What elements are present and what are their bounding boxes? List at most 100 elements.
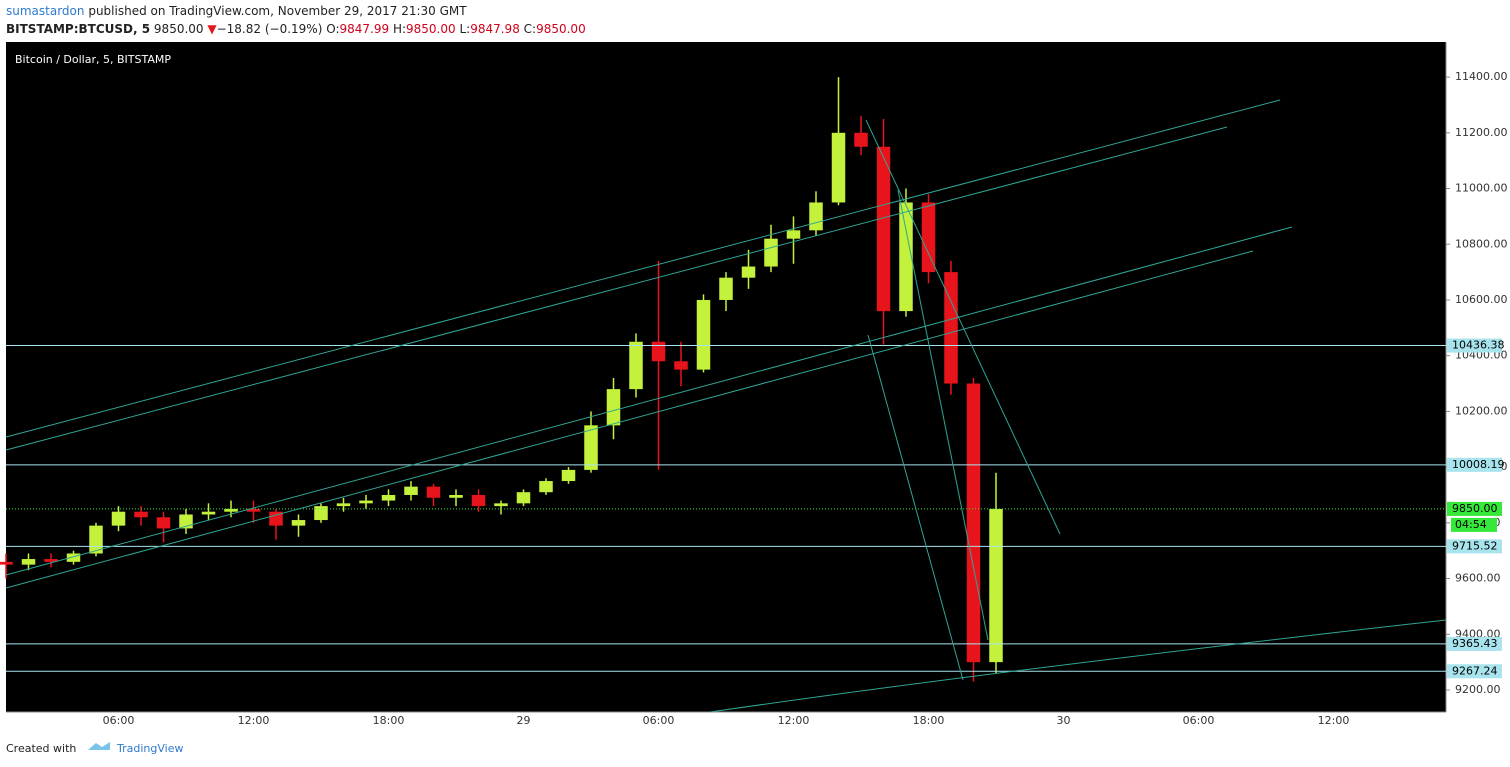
l-label: L: — [459, 22, 470, 36]
price-level-label: 9267.24 — [1452, 664, 1498, 677]
price-level-label: 9715.52 — [1452, 539, 1498, 552]
footer-created: Created with — [6, 742, 76, 755]
price-level-box — [1447, 664, 1502, 679]
price-level-label: 10436.38 — [1452, 339, 1505, 352]
price-level-box — [1447, 457, 1502, 472]
symbol: BITSTAMP:BTCUSD, 5 — [6, 22, 150, 36]
x-tick-label: 18:00 — [373, 714, 405, 727]
countdown-box — [1451, 517, 1497, 532]
candle-body — [719, 277, 733, 300]
candle-body — [584, 425, 598, 470]
x-tick-label: 12:00 — [778, 714, 810, 727]
arrow: ▼ — [207, 22, 217, 36]
price-level-box — [1447, 636, 1502, 651]
change: −18.82 (−0.19%) — [217, 22, 323, 36]
x-tick-label: 12:00 — [1318, 714, 1350, 727]
candle-body — [359, 500, 373, 504]
h-value: 9850.00 — [406, 22, 456, 36]
y-tick-label: 9200.00 — [1455, 683, 1501, 696]
trend-line — [5, 99, 1281, 438]
trend-line — [897, 189, 989, 641]
x-tick-label: 06:00 — [643, 714, 675, 727]
x-tick-label: 06:00 — [103, 714, 135, 727]
candle-body — [134, 511, 148, 518]
candle-body — [426, 486, 441, 498]
trend-line — [865, 119, 1061, 535]
candle-body — [989, 508, 1003, 663]
candle-body — [201, 511, 216, 515]
brand-logo — [88, 742, 110, 750]
x-tick-label: 30 — [1057, 714, 1071, 727]
candle-body — [606, 389, 621, 426]
candle-body — [21, 559, 36, 565]
candle-body — [336, 503, 351, 507]
candle-body — [246, 508, 261, 512]
price-level-label: 10008.19 — [1452, 458, 1505, 471]
y-tick-label: 10200.00 — [1455, 404, 1508, 417]
footer-brand[interactable]: TradingView — [116, 742, 183, 755]
candle-body — [66, 553, 81, 562]
candle-body — [561, 469, 576, 482]
y-tick-label: 10600.00 — [1455, 293, 1508, 306]
header-line-1: sumastardon published on TradingView.com… — [6, 4, 467, 18]
candle-body — [651, 341, 666, 362]
candle-body — [404, 486, 418, 495]
candle-body — [111, 511, 126, 526]
h-label: H: — [393, 22, 406, 36]
y-tick-label: 10800.00 — [1455, 237, 1508, 250]
y-tick-label: 9600.00 — [1455, 572, 1501, 585]
candle-body — [516, 492, 531, 504]
published: published on TradingView.com, November 2… — [88, 4, 467, 18]
price-level-box — [1447, 338, 1502, 353]
candle-body — [944, 272, 958, 384]
trend-lines — [5, 99, 1447, 713]
plot-area — [6, 42, 1446, 712]
candle-body — [224, 508, 238, 512]
candle-body — [764, 238, 778, 267]
candle-body — [674, 361, 688, 370]
candle-body — [0, 561, 13, 565]
header-line-2: BITSTAMP:BTCUSD, 5 9850.00 ▼−18.82 (−0.1… — [6, 22, 586, 36]
y-tick-label: 11000.00 — [1455, 182, 1508, 195]
last-price-box — [1447, 501, 1502, 516]
x-tick-label: 18:00 — [913, 714, 945, 727]
candle-body — [831, 132, 846, 203]
candle-body — [269, 511, 283, 526]
author[interactable]: sumastardon — [6, 4, 85, 18]
chart-legend: Bitcoin / Dollar, 5, BITSTAMP — [15, 53, 171, 66]
y-tick-label: 11200.00 — [1455, 126, 1508, 139]
candle-body — [314, 506, 328, 521]
candle-body — [966, 383, 981, 663]
candle-body — [494, 503, 508, 507]
price-level-box — [1447, 539, 1502, 554]
o-value: 9847.99 — [339, 22, 389, 36]
x-tick-label: 12:00 — [238, 714, 270, 727]
candle-body — [539, 481, 553, 493]
candle-body — [741, 266, 756, 278]
candle-body — [921, 202, 936, 273]
trend-line — [5, 226, 1293, 576]
y-tick-label: 11400.00 — [1455, 70, 1508, 83]
candle-body — [44, 559, 58, 562]
o-label: O: — [326, 22, 339, 36]
x-tick-label: 29 — [517, 714, 531, 727]
price: 9850.00 — [154, 22, 204, 36]
price-level-label: 9365.43 — [1452, 637, 1498, 650]
x-tick-label: 06:00 — [1183, 714, 1215, 727]
countdown-label: 04:54 — [1455, 518, 1487, 531]
candle-body — [291, 520, 306, 526]
trend-curve — [709, 619, 1447, 713]
candle-body — [809, 202, 823, 231]
last-price-label: 9850.00 — [1452, 502, 1498, 515]
candle-body — [471, 494, 486, 507]
candle-body — [876, 146, 891, 312]
candle-body — [629, 341, 643, 390]
candle-body — [156, 517, 171, 529]
c-value: 9850.00 — [536, 22, 586, 36]
trend-line — [5, 126, 1228, 451]
candle-body — [899, 202, 913, 312]
trend-line — [5, 250, 1254, 589]
axis-labels: 9200.009400.009600.009800.0010000.001020… — [103, 70, 1508, 727]
c-label: C: — [524, 22, 536, 36]
